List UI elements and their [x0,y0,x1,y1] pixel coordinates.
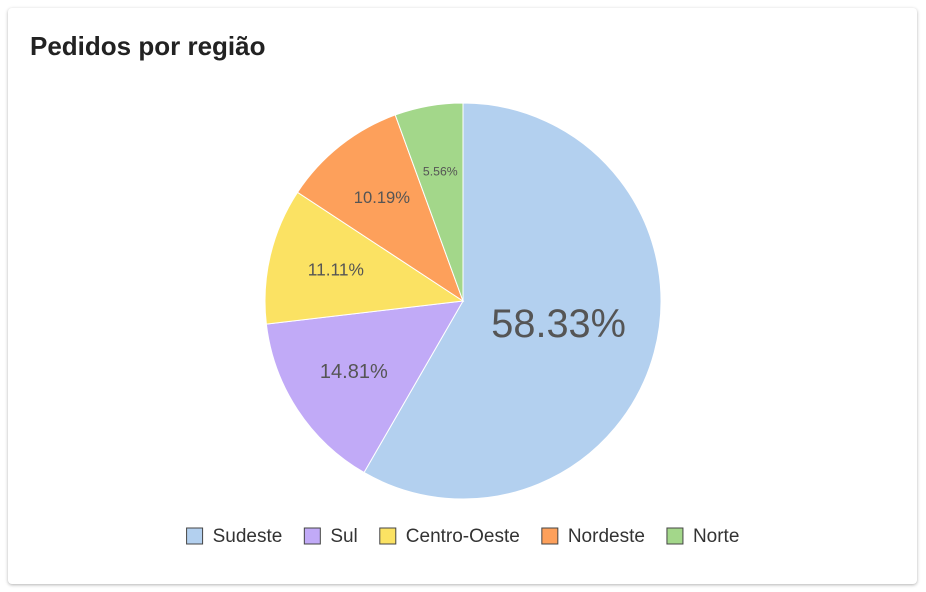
legend-label: Nordeste [568,526,645,547]
legend-swatch [379,527,397,545]
data-label: 58.33% [491,302,626,346]
pie-slice [296,114,464,303]
legend-swatch [541,527,559,545]
pie-slice [264,191,465,325]
pie-slice [363,102,662,500]
legend-label: Norte [693,526,739,547]
data-label: 5.56% [423,165,458,179]
data-label: 11.11% [308,260,364,280]
pie-slice [265,300,464,474]
legend-swatch [186,527,204,545]
legend-label: Sudeste [213,526,283,547]
legend-swatch [303,527,321,545]
data-label: 10.19% [354,188,410,207]
chart-title: Pedidos por região [30,31,266,61]
legend-swatch [666,527,684,545]
data-label: 14.81% [320,361,388,383]
legend-label: Sul [330,526,357,547]
pie-slice [394,102,464,302]
legend-label: Centro-Oeste [406,526,520,547]
